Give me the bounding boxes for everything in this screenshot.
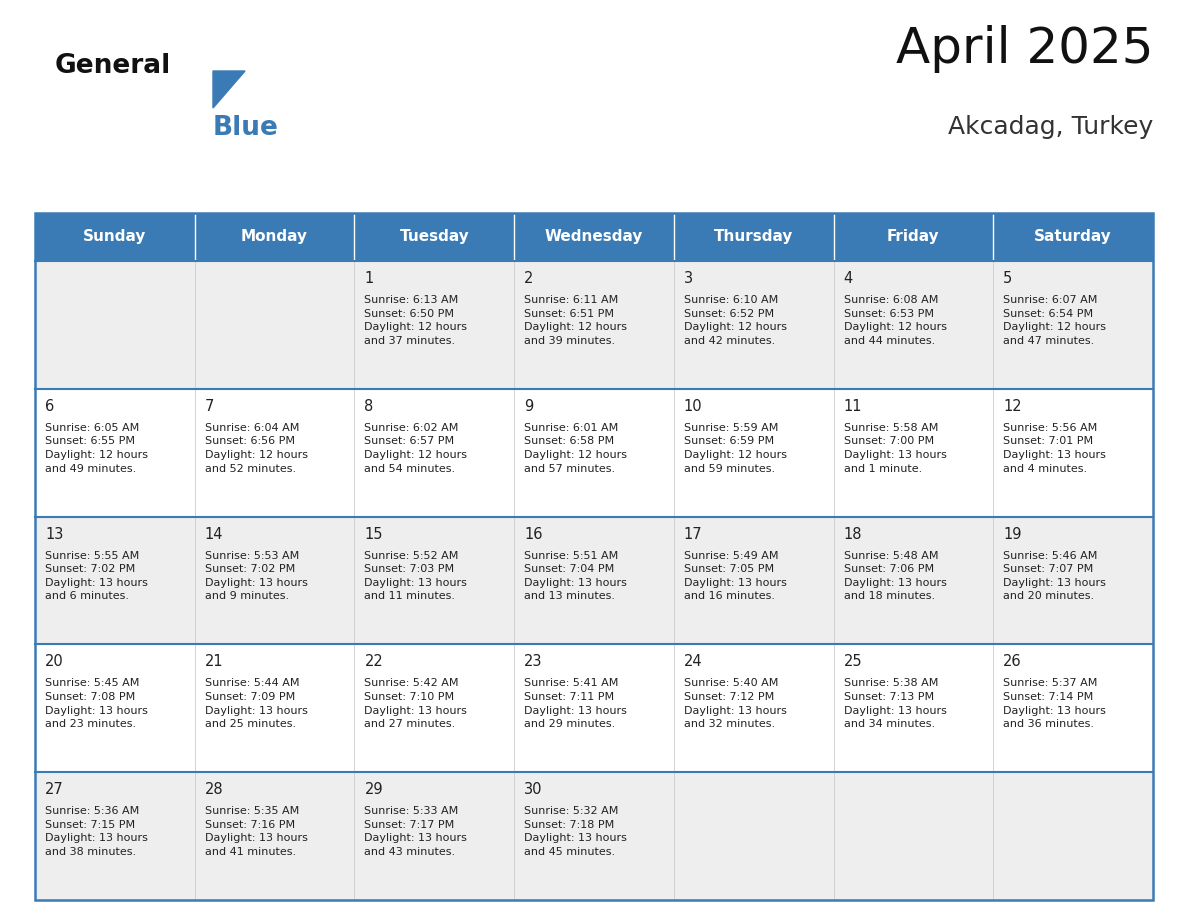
Text: Sunrise: 6:13 AM
Sunset: 6:50 PM
Daylight: 12 hours
and 37 minutes.: Sunrise: 6:13 AM Sunset: 6:50 PM Dayligh… <box>365 295 467 346</box>
Text: Blue: Blue <box>213 115 279 141</box>
Text: 22: 22 <box>365 655 384 669</box>
Text: Sunrise: 5:35 AM
Sunset: 7:16 PM
Daylight: 13 hours
and 41 minutes.: Sunrise: 5:35 AM Sunset: 7:16 PM Dayligh… <box>204 806 308 857</box>
Bar <box>34 213 1154 900</box>
Text: 1: 1 <box>365 271 374 286</box>
Bar <box>34 213 195 261</box>
Text: Saturday: Saturday <box>1035 230 1112 244</box>
Text: Thursday: Thursday <box>714 230 794 244</box>
Text: 7: 7 <box>204 398 214 414</box>
Text: Akcadag, Turkey: Akcadag, Turkey <box>948 115 1154 139</box>
Text: General: General <box>55 53 171 79</box>
Text: Sunrise: 5:52 AM
Sunset: 7:03 PM
Daylight: 13 hours
and 11 minutes.: Sunrise: 5:52 AM Sunset: 7:03 PM Dayligh… <box>365 551 467 601</box>
Text: 20: 20 <box>45 655 64 669</box>
Text: Sunrise: 6:10 AM
Sunset: 6:52 PM
Daylight: 12 hours
and 42 minutes.: Sunrise: 6:10 AM Sunset: 6:52 PM Dayligh… <box>684 295 786 346</box>
Bar <box>34 517 1154 644</box>
Bar <box>354 213 514 261</box>
Text: April 2025: April 2025 <box>896 25 1154 73</box>
Text: 21: 21 <box>204 655 223 669</box>
Text: Sunrise: 5:48 AM
Sunset: 7:06 PM
Daylight: 13 hours
and 18 minutes.: Sunrise: 5:48 AM Sunset: 7:06 PM Dayligh… <box>843 551 947 601</box>
Text: 30: 30 <box>524 782 543 797</box>
Text: Sunrise: 6:08 AM
Sunset: 6:53 PM
Daylight: 12 hours
and 44 minutes.: Sunrise: 6:08 AM Sunset: 6:53 PM Dayligh… <box>843 295 947 346</box>
Text: 15: 15 <box>365 527 383 542</box>
Text: 19: 19 <box>1004 527 1022 542</box>
Text: 8: 8 <box>365 398 374 414</box>
Text: 26: 26 <box>1004 655 1022 669</box>
Text: 2: 2 <box>524 271 533 286</box>
Bar <box>834 213 993 261</box>
Text: Sunrise: 5:42 AM
Sunset: 7:10 PM
Daylight: 13 hours
and 27 minutes.: Sunrise: 5:42 AM Sunset: 7:10 PM Dayligh… <box>365 678 467 729</box>
Bar <box>674 213 834 261</box>
Bar <box>34 772 1154 900</box>
Text: Sunrise: 5:40 AM
Sunset: 7:12 PM
Daylight: 13 hours
and 32 minutes.: Sunrise: 5:40 AM Sunset: 7:12 PM Dayligh… <box>684 678 786 729</box>
Text: Sunrise: 5:51 AM
Sunset: 7:04 PM
Daylight: 13 hours
and 13 minutes.: Sunrise: 5:51 AM Sunset: 7:04 PM Dayligh… <box>524 551 627 601</box>
Text: Sunrise: 5:55 AM
Sunset: 7:02 PM
Daylight: 13 hours
and 6 minutes.: Sunrise: 5:55 AM Sunset: 7:02 PM Dayligh… <box>45 551 147 601</box>
Text: Monday: Monday <box>241 230 308 244</box>
Text: Sunrise: 5:36 AM
Sunset: 7:15 PM
Daylight: 13 hours
and 38 minutes.: Sunrise: 5:36 AM Sunset: 7:15 PM Dayligh… <box>45 806 147 857</box>
Text: Sunrise: 5:32 AM
Sunset: 7:18 PM
Daylight: 13 hours
and 45 minutes.: Sunrise: 5:32 AM Sunset: 7:18 PM Dayligh… <box>524 806 627 857</box>
Text: Sunrise: 6:02 AM
Sunset: 6:57 PM
Daylight: 12 hours
and 54 minutes.: Sunrise: 6:02 AM Sunset: 6:57 PM Dayligh… <box>365 423 467 474</box>
Text: Sunrise: 5:56 AM
Sunset: 7:01 PM
Daylight: 13 hours
and 4 minutes.: Sunrise: 5:56 AM Sunset: 7:01 PM Dayligh… <box>1004 423 1106 474</box>
Text: 25: 25 <box>843 655 862 669</box>
Bar <box>514 213 674 261</box>
Text: 16: 16 <box>524 527 543 542</box>
Text: Sunrise: 5:59 AM
Sunset: 6:59 PM
Daylight: 12 hours
and 59 minutes.: Sunrise: 5:59 AM Sunset: 6:59 PM Dayligh… <box>684 423 786 474</box>
Text: 17: 17 <box>684 527 702 542</box>
Text: Sunrise: 5:49 AM
Sunset: 7:05 PM
Daylight: 13 hours
and 16 minutes.: Sunrise: 5:49 AM Sunset: 7:05 PM Dayligh… <box>684 551 786 601</box>
Text: 9: 9 <box>524 398 533 414</box>
Text: Sunrise: 5:33 AM
Sunset: 7:17 PM
Daylight: 13 hours
and 43 minutes.: Sunrise: 5:33 AM Sunset: 7:17 PM Dayligh… <box>365 806 467 857</box>
Text: 29: 29 <box>365 782 383 797</box>
Text: 4: 4 <box>843 271 853 286</box>
Bar <box>34 644 1154 772</box>
Bar <box>34 261 1154 389</box>
Text: Wednesday: Wednesday <box>545 230 643 244</box>
Polygon shape <box>213 71 245 108</box>
Text: 3: 3 <box>684 271 693 286</box>
Text: 13: 13 <box>45 527 63 542</box>
Text: 12: 12 <box>1004 398 1022 414</box>
Text: Sunrise: 6:01 AM
Sunset: 6:58 PM
Daylight: 12 hours
and 57 minutes.: Sunrise: 6:01 AM Sunset: 6:58 PM Dayligh… <box>524 423 627 474</box>
Bar <box>34 389 1154 517</box>
Text: Sunrise: 5:53 AM
Sunset: 7:02 PM
Daylight: 13 hours
and 9 minutes.: Sunrise: 5:53 AM Sunset: 7:02 PM Dayligh… <box>204 551 308 601</box>
Text: 14: 14 <box>204 527 223 542</box>
Text: Sunrise: 6:07 AM
Sunset: 6:54 PM
Daylight: 12 hours
and 47 minutes.: Sunrise: 6:07 AM Sunset: 6:54 PM Dayligh… <box>1004 295 1106 346</box>
Text: Sunrise: 5:41 AM
Sunset: 7:11 PM
Daylight: 13 hours
and 29 minutes.: Sunrise: 5:41 AM Sunset: 7:11 PM Dayligh… <box>524 678 627 729</box>
Text: Friday: Friday <box>887 230 940 244</box>
Text: 24: 24 <box>684 655 702 669</box>
Text: Sunrise: 5:44 AM
Sunset: 7:09 PM
Daylight: 13 hours
and 25 minutes.: Sunrise: 5:44 AM Sunset: 7:09 PM Dayligh… <box>204 678 308 729</box>
Text: Sunrise: 5:58 AM
Sunset: 7:00 PM
Daylight: 13 hours
and 1 minute.: Sunrise: 5:58 AM Sunset: 7:00 PM Dayligh… <box>843 423 947 474</box>
Text: Sunrise: 6:04 AM
Sunset: 6:56 PM
Daylight: 12 hours
and 52 minutes.: Sunrise: 6:04 AM Sunset: 6:56 PM Dayligh… <box>204 423 308 474</box>
Text: Sunday: Sunday <box>83 230 146 244</box>
Text: Sunrise: 6:05 AM
Sunset: 6:55 PM
Daylight: 12 hours
and 49 minutes.: Sunrise: 6:05 AM Sunset: 6:55 PM Dayligh… <box>45 423 148 474</box>
Text: 28: 28 <box>204 782 223 797</box>
Text: 10: 10 <box>684 398 702 414</box>
Text: 11: 11 <box>843 398 862 414</box>
Text: Sunrise: 6:11 AM
Sunset: 6:51 PM
Daylight: 12 hours
and 39 minutes.: Sunrise: 6:11 AM Sunset: 6:51 PM Dayligh… <box>524 295 627 346</box>
Bar <box>195 213 354 261</box>
Bar <box>993 213 1154 261</box>
Text: Sunrise: 5:46 AM
Sunset: 7:07 PM
Daylight: 13 hours
and 20 minutes.: Sunrise: 5:46 AM Sunset: 7:07 PM Dayligh… <box>1004 551 1106 601</box>
Text: 27: 27 <box>45 782 64 797</box>
Text: Sunrise: 5:45 AM
Sunset: 7:08 PM
Daylight: 13 hours
and 23 minutes.: Sunrise: 5:45 AM Sunset: 7:08 PM Dayligh… <box>45 678 147 729</box>
Text: Tuesday: Tuesday <box>399 230 469 244</box>
Text: 6: 6 <box>45 398 55 414</box>
Text: 23: 23 <box>524 655 543 669</box>
Text: 18: 18 <box>843 527 862 542</box>
Text: Sunrise: 5:38 AM
Sunset: 7:13 PM
Daylight: 13 hours
and 34 minutes.: Sunrise: 5:38 AM Sunset: 7:13 PM Dayligh… <box>843 678 947 729</box>
Text: 5: 5 <box>1004 271 1012 286</box>
Text: Sunrise: 5:37 AM
Sunset: 7:14 PM
Daylight: 13 hours
and 36 minutes.: Sunrise: 5:37 AM Sunset: 7:14 PM Dayligh… <box>1004 678 1106 729</box>
